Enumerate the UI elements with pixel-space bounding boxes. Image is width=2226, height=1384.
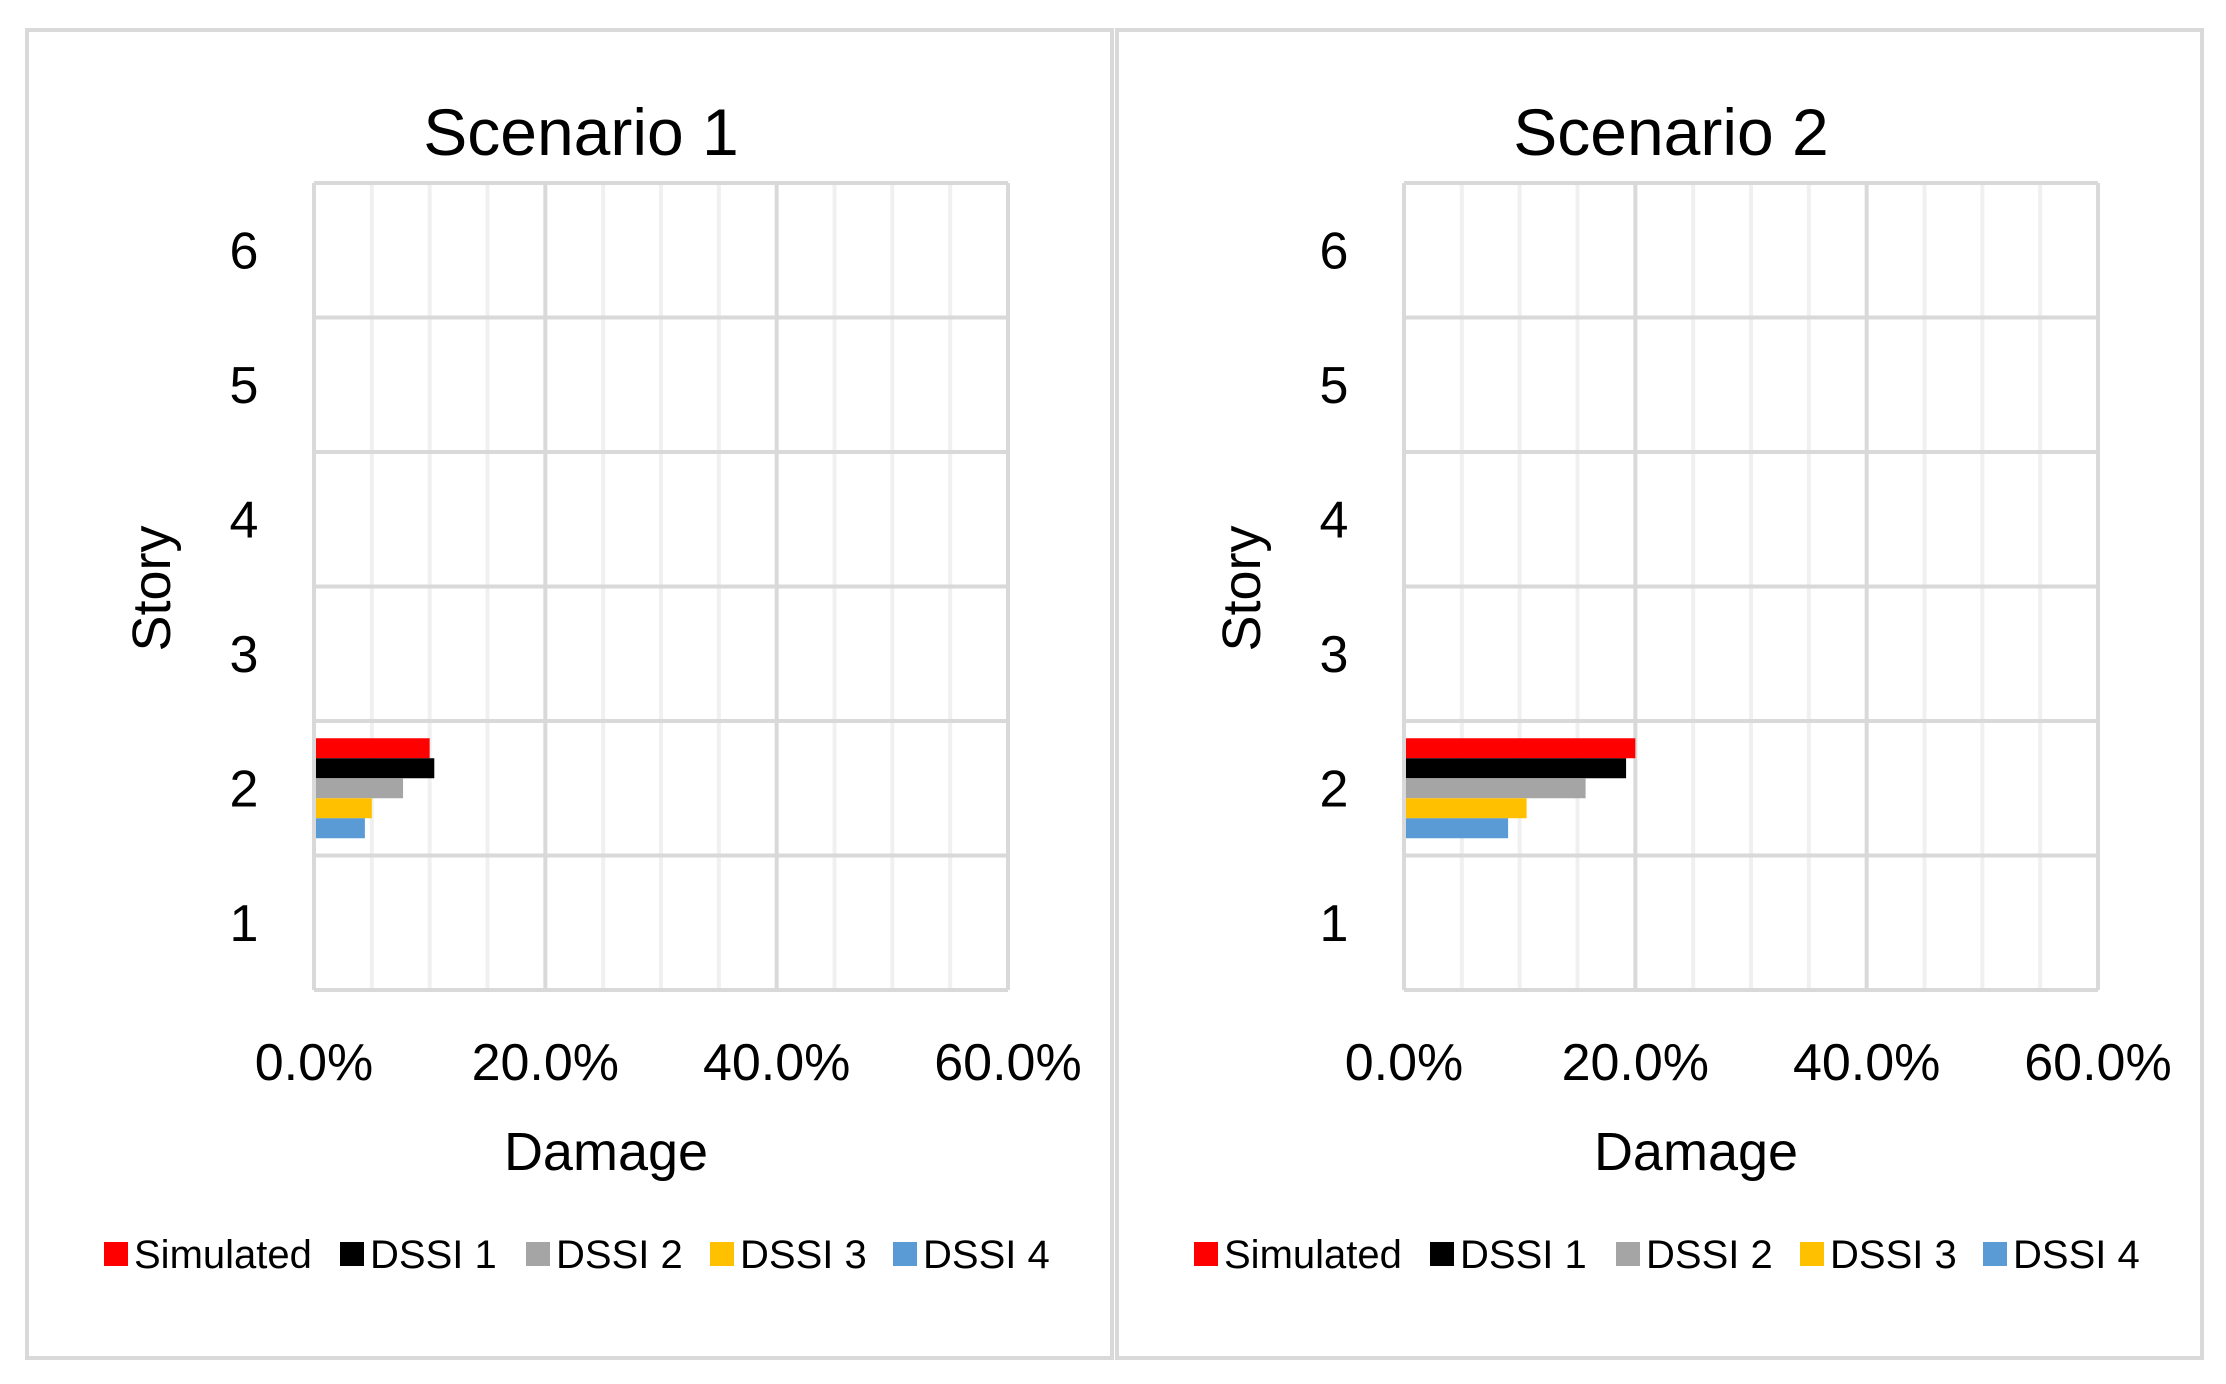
- x-tick-label: 60.0%: [2024, 1034, 2171, 1092]
- legend-swatch: [1430, 1242, 1454, 1266]
- x-axis-label: Damage: [504, 1122, 708, 1182]
- x-tick-label: 20.0%: [472, 1034, 619, 1092]
- chart-title: Scenario 2: [1513, 95, 1829, 169]
- legend-swatch: [1983, 1242, 2007, 1266]
- bar-dssi-3-story-2: [316, 798, 372, 819]
- story-tick-label: 5: [230, 357, 259, 415]
- panel-border: [1115, 28, 2204, 1360]
- legend-label: DSSI 4: [2013, 1233, 2140, 1277]
- legend-label: DSSI 1: [370, 1233, 497, 1277]
- x-axis-label: Damage: [1594, 1122, 1798, 1182]
- bar-dssi-2-story-2: [1406, 778, 1586, 799]
- x-tick-label: 60.0%: [934, 1034, 1081, 1092]
- legend-swatch: [526, 1242, 550, 1266]
- legend-swatch: [1616, 1242, 1640, 1266]
- legend-label: Simulated: [1224, 1233, 1402, 1277]
- story-tick-label: 6: [1320, 222, 1349, 280]
- x-tick-label: 0.0%: [255, 1034, 374, 1092]
- bar-dssi-1-story-2: [316, 758, 435, 779]
- bar-simulated-story-2: [1406, 738, 1636, 759]
- x-tick-label: 40.0%: [703, 1034, 850, 1092]
- story-tick-label: 4: [1320, 491, 1349, 549]
- story-tick-label: 3: [1320, 626, 1349, 684]
- story-tick-label: 2: [230, 760, 259, 818]
- legend-swatch: [340, 1242, 364, 1266]
- legend-label: Simulated: [134, 1233, 312, 1277]
- x-tick-label: 20.0%: [1562, 1034, 1709, 1092]
- y-axis-label: Story: [1212, 525, 1272, 651]
- x-tick-label: 40.0%: [1793, 1034, 1940, 1092]
- bar-dssi-1-story-2: [1406, 758, 1627, 779]
- story-tick-label: 5: [1320, 357, 1349, 415]
- legend-label: DSSI 1: [1460, 1233, 1587, 1277]
- panel-border: [25, 28, 1114, 1360]
- legend-label: DSSI 2: [556, 1233, 683, 1277]
- story-tick-label: 3: [230, 626, 259, 684]
- legend-label: DSSI 4: [923, 1233, 1050, 1277]
- x-tick-label: 0.0%: [1345, 1034, 1464, 1092]
- legend-label: DSSI 2: [1646, 1233, 1773, 1277]
- legend-swatch: [104, 1242, 128, 1266]
- legend-swatch: [893, 1242, 917, 1266]
- legend-label: DSSI 3: [740, 1233, 867, 1277]
- bar-dssi-2-story-2: [316, 778, 404, 799]
- story-tick-label: 2: [1320, 760, 1349, 818]
- bar-dssi-4-story-2: [316, 818, 365, 839]
- story-tick-label: 1: [1320, 895, 1349, 953]
- y-axis-label: Story: [122, 525, 182, 651]
- story-tick-label: 4: [230, 491, 259, 549]
- legend-swatch: [1194, 1242, 1218, 1266]
- bar-simulated-story-2: [316, 738, 430, 759]
- bar-dssi-3-story-2: [1406, 798, 1527, 819]
- chart-title: Scenario 1: [423, 95, 739, 169]
- story-tick-label: 1: [230, 895, 259, 953]
- legend-swatch: [1800, 1242, 1824, 1266]
- bar-dssi-4-story-2: [1406, 818, 1509, 839]
- legend-swatch: [710, 1242, 734, 1266]
- story-tick-label: 6: [230, 222, 259, 280]
- legend-label: DSSI 3: [1830, 1233, 1957, 1277]
